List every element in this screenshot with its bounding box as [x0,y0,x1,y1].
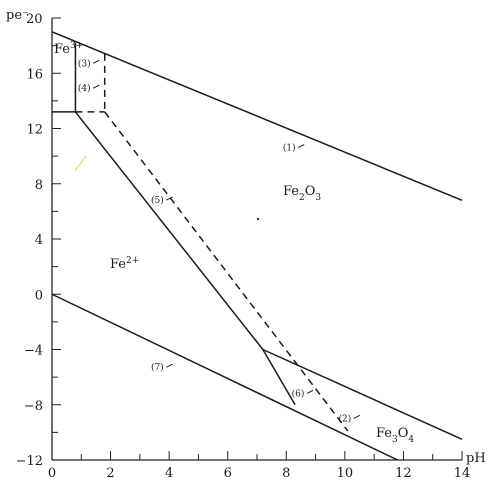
axes [51,18,462,461]
curve-label-7: (7) [151,362,164,373]
x-tick-label: 2 [106,466,114,481]
region-label-fe3: Fe3+ [54,41,83,57]
curve-label-leader [166,196,173,201]
x-tick-label: 4 [165,466,173,481]
boundary-line-1 [51,31,463,202]
region-labels: Fe3+ Fe2+ Fe2O3 Fe3O4 [54,41,414,445]
region-label-fe2o3: Fe2O3 [283,184,321,203]
y-tick-label: 16 [26,67,43,82]
tick-marks [51,17,463,461]
boundary-line-5 [74,111,264,350]
curve-label-leader [166,363,173,368]
y-tick-label: 20 [26,12,43,27]
x-tick-label: 10 [337,466,354,481]
curve-labels: (1) (2) (3) (4) (5) (6) (7) [78,58,361,424]
yellow-pencil-mark [74,155,87,172]
ink-dot [256,217,260,221]
curve-label-5: (5) [151,195,164,206]
y-tick-label: 0 [35,288,43,303]
x-tick-label: 14 [454,466,471,481]
tick-labels: 0 2 4 6 8 10 12 14 −12 −8 −4 0 4 8 12 16 20 [16,12,471,481]
y-axis-label: pe⁻ [6,8,29,23]
boundary-line-2 [262,348,463,440]
plot-lines [51,31,463,461]
x-tick-label: 0 [48,466,56,481]
y-tick-label: −4 [24,344,43,359]
region-label-fe2: Fe2+ [110,256,139,272]
x-tick-label: 6 [224,466,232,481]
curve-label-3: (3) [78,58,91,69]
boundary-line-6 [262,349,296,406]
curve-label-leader [353,414,361,419]
x-tick-label: 8 [282,466,290,481]
curve-label-2: (2) [338,413,351,424]
boundary-line-5-dashed [104,111,349,432]
curve-label-leader [306,390,314,394]
curve-label-leader [92,59,100,64]
curve-label-6: (6) [292,388,305,399]
y-tick-label: 4 [35,233,43,248]
y-tick-label: 8 [35,178,43,193]
curve-label-leader [92,84,100,89]
x-tick-label: 12 [395,466,412,481]
y-tick-label: −8 [24,399,43,414]
region-label-fe3o4: Fe3O4 [376,426,414,445]
x-axis-label: pH [466,451,486,466]
y-tick-label: −12 [16,454,43,469]
curve-label-1: (1) [283,143,296,154]
boundary-line-7 [51,293,398,461]
curve-label-4: (4) [78,83,91,94]
y-tick-label: 12 [26,123,43,138]
curve-label-leader [297,144,305,149]
